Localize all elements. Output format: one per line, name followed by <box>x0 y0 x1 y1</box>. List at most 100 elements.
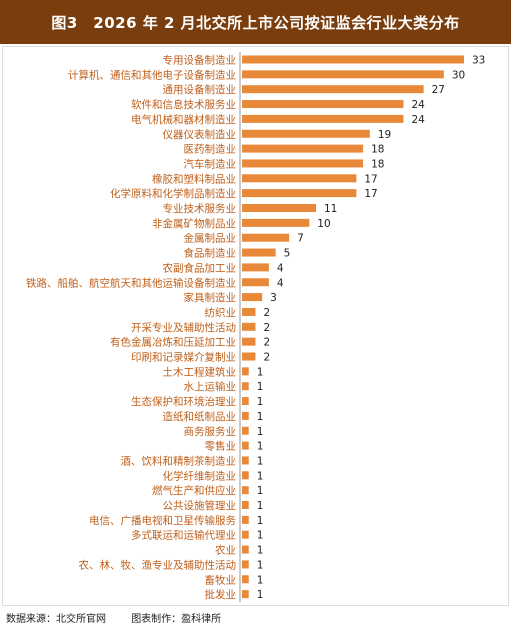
chart-frame: 专用设备制造业 33 计算机、通信和其他电子设备制造业 30 通用设备制造业 27 软件和信… <box>2 46 509 606</box>
bar <box>242 575 249 584</box>
category-label: 公共设施管理业 <box>163 499 237 512</box>
category-label: 软件和信息技术服务业 <box>131 98 236 111</box>
bar <box>242 85 424 94</box>
data-label: 1 <box>257 441 264 453</box>
data-label: 17 <box>364 188 377 200</box>
category-label: 批发业 <box>205 588 237 601</box>
data-label: 2 <box>263 307 270 319</box>
data-label: 4 <box>277 277 284 289</box>
data-label: 17 <box>364 173 377 185</box>
chart-maker: 图表制作：盈科律所 <box>131 614 222 625</box>
data-label: 5 <box>284 248 291 260</box>
bar <box>242 114 404 123</box>
category-label: 畜牧业 <box>205 573 237 586</box>
bar <box>242 545 249 554</box>
data-label: 24 <box>411 114 425 126</box>
bar <box>242 278 269 287</box>
bar <box>242 397 249 406</box>
data-label: 10 <box>317 218 330 230</box>
data-label: 1 <box>257 366 264 378</box>
bar <box>242 426 249 435</box>
category-label: 土木工程建筑业 <box>163 365 237 378</box>
data-label: 1 <box>257 455 264 467</box>
data-label: 3 <box>270 292 277 304</box>
data-label: 1 <box>257 396 264 408</box>
bar <box>242 233 290 242</box>
bar <box>242 560 249 569</box>
data-label: 1 <box>257 559 264 571</box>
data-label: 1 <box>257 381 264 393</box>
bar <box>242 248 276 257</box>
bar <box>242 590 249 599</box>
data-source: 数据来源：北交所官网 <box>6 614 106 625</box>
category-label: 电气机械和器材制造业 <box>131 113 236 126</box>
category-label: 非金属矿物制品业 <box>152 217 236 230</box>
data-label: 1 <box>257 470 264 482</box>
data-label: 11 <box>324 203 337 215</box>
category-label: 农业 <box>215 544 236 557</box>
category-label: 水上运输业 <box>184 380 237 393</box>
bar <box>242 322 256 331</box>
data-label: 1 <box>257 426 264 438</box>
data-label: 1 <box>257 485 264 497</box>
data-label: 1 <box>257 500 264 512</box>
bar <box>242 515 249 524</box>
category-label: 计算机、通信和其他电子设备制造业 <box>68 68 236 81</box>
data-label: 1 <box>257 545 264 557</box>
bar <box>242 441 249 450</box>
category-label: 农、林、牧、渔专业及辅助性活动 <box>79 558 237 571</box>
bar <box>242 263 269 272</box>
category-label: 商务服务业 <box>184 425 237 438</box>
bar <box>242 218 310 227</box>
bar <box>242 501 249 509</box>
data-label: 1 <box>257 411 264 423</box>
bar <box>242 471 249 480</box>
bar <box>242 159 364 168</box>
bar <box>242 100 404 109</box>
bar <box>242 174 357 183</box>
category-label: 通用设备制造业 <box>163 83 237 96</box>
category-label: 造纸和纸制品业 <box>163 410 237 423</box>
data-label: 24 <box>411 99 425 111</box>
bar <box>242 337 256 346</box>
bar <box>242 530 249 539</box>
bar <box>242 486 249 495</box>
category-label: 印刷和记录媒介复制业 <box>131 351 236 364</box>
category-label: 汽车制造业 <box>184 157 237 170</box>
category-label: 生态保护和环境治理业 <box>131 395 236 408</box>
data-label: 2 <box>263 337 270 349</box>
data-label: 18 <box>371 144 384 156</box>
title-bar: 图3 2026 年 2 月北交所上市公司按证监会行业大类分布 <box>0 0 511 44</box>
bar <box>242 293 263 302</box>
category-label: 食品制造业 <box>184 247 237 260</box>
category-label: 多式联运和运输代理业 <box>131 529 236 542</box>
bar <box>242 367 249 376</box>
category-label: 化学原料和化学制品制造业 <box>110 187 236 200</box>
data-label: 18 <box>371 158 384 170</box>
category-label: 专业技术服务业 <box>163 202 237 215</box>
data-label: 1 <box>257 574 264 586</box>
category-label: 电信、广播电视和卫星传输服务 <box>89 514 236 527</box>
bar <box>242 189 357 198</box>
data-label: 7 <box>297 233 304 245</box>
category-label: 农副食品加工业 <box>163 261 237 274</box>
category-label: 化学纤维制造业 <box>163 469 237 482</box>
data-label: 2 <box>263 352 270 364</box>
data-label: 19 <box>378 129 391 141</box>
bar <box>242 307 256 316</box>
category-label: 专用设备制造业 <box>163 54 237 67</box>
category-label: 医药制造业 <box>184 143 237 156</box>
bar <box>242 70 444 79</box>
data-label: 27 <box>432 84 445 96</box>
bar <box>242 144 364 153</box>
bar <box>242 411 249 420</box>
category-label: 有色金属冶炼和压延加工业 <box>110 336 236 349</box>
data-label: 33 <box>472 55 485 67</box>
data-label: 1 <box>257 589 264 601</box>
category-label: 零售业 <box>205 440 237 453</box>
bar <box>242 129 370 138</box>
bar <box>242 55 464 64</box>
category-label: 酒、饮料和精制茶制造业 <box>121 454 237 467</box>
data-label: 4 <box>277 262 284 274</box>
category-label: 铁路、船舶、航空航天和其他运输设备制造业 <box>26 276 236 289</box>
